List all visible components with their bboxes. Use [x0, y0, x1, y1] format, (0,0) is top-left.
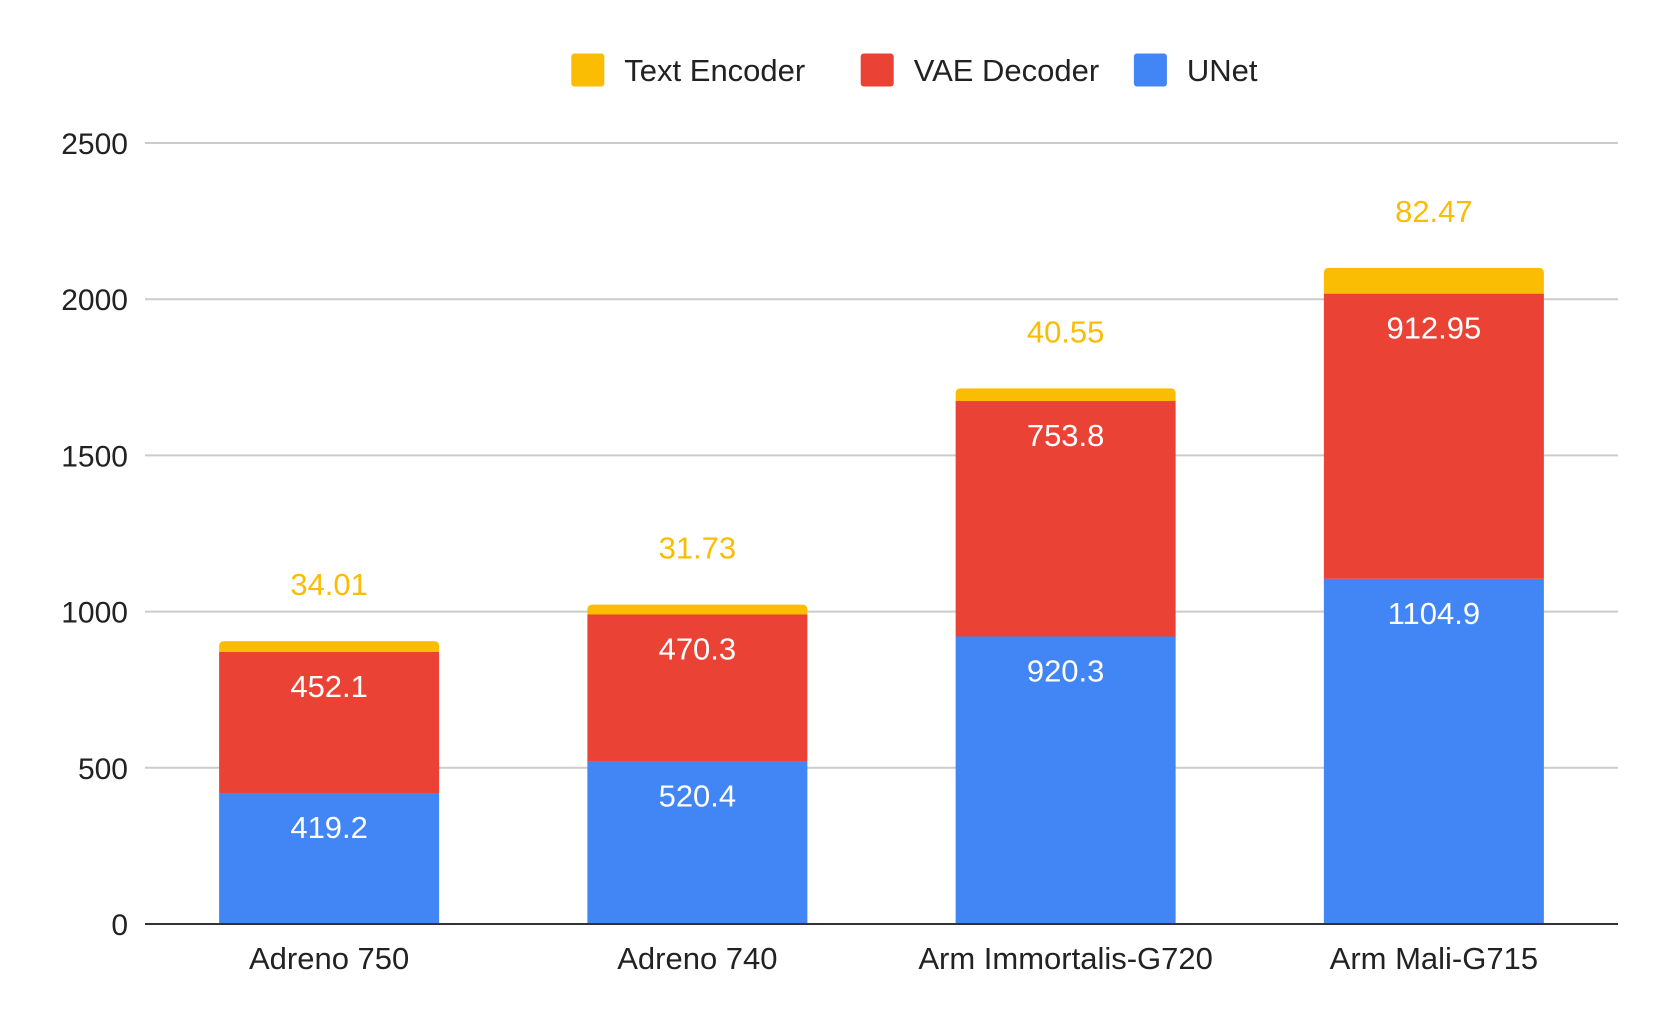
data-label: 920.3 — [1027, 653, 1105, 688]
legend-label: Text Encoder — [624, 53, 805, 88]
legend-item-text-encoder[interactable]: Text Encoder — [571, 53, 805, 88]
bar-segment-vae-decoder — [587, 614, 808, 762]
bar-segment-unet — [219, 793, 440, 924]
x-category-label: Arm Mali-G715 — [1330, 941, 1538, 976]
x-category-label: Arm Immortalis-G720 — [918, 941, 1213, 976]
bar-segment-unet — [955, 636, 1176, 924]
data-labels: 419.2 452.1 34.01 520.4 470.3 31.73 920.3 753.8… — [290, 194, 1481, 845]
y-tick-label: 500 — [78, 753, 128, 786]
bar-segment-vae-decoder — [955, 401, 1176, 637]
y-tick-label: 1000 — [61, 597, 128, 630]
data-label: 520.4 — [659, 778, 737, 813]
bar-segment-vae-decoder — [1323, 293, 1544, 579]
data-label: 31.73 — [659, 531, 737, 566]
y-tick-label: 2500 — [61, 128, 128, 161]
bars — [219, 267, 1544, 924]
legend-item-unet[interactable]: UNet — [1133, 53, 1258, 88]
y-tick-label: 0 — [111, 909, 128, 942]
data-label: 82.47 — [1395, 194, 1473, 229]
data-label: 912.95 — [1386, 311, 1481, 346]
legend-swatch — [1133, 53, 1167, 87]
data-label: 470.3 — [659, 632, 737, 667]
data-label: 34.01 — [290, 567, 368, 602]
legend-label: VAE Decoder — [914, 53, 1100, 88]
bar-segment-text-encoder — [1323, 267, 1544, 294]
legend-swatch — [860, 53, 894, 87]
bar-segment-vae-decoder — [219, 651, 440, 794]
data-label: 753.8 — [1027, 418, 1105, 453]
bar-segment-text-encoder — [587, 604, 808, 615]
y-tick-label: 2000 — [61, 284, 128, 317]
bar-segment-unet — [587, 761, 808, 924]
x-category-label: Adreno 750 — [249, 941, 409, 976]
bar-segment-unet — [1323, 578, 1544, 924]
legend[interactable]: Text Encoder VAE Decoder UNet — [571, 53, 1258, 88]
x-category-label: Adreno 740 — [617, 941, 777, 976]
bar-segment-text-encoder — [955, 388, 1176, 402]
legend-swatch — [571, 53, 605, 87]
data-label: 1104.9 — [1388, 596, 1481, 631]
legend-label: UNet — [1187, 53, 1258, 88]
bar-segment-text-encoder — [219, 641, 440, 652]
legend-item-vae-decoder[interactable]: VAE Decoder — [860, 53, 1100, 88]
data-label: 419.2 — [290, 810, 368, 845]
axes: 0 500 1000 1500 2000 2500 Adreno 750 Adreno 740… — [61, 128, 1618, 976]
data-label: 452.1 — [290, 669, 368, 704]
y-tick-label: 1500 — [61, 440, 128, 473]
data-label: 40.55 — [1027, 314, 1105, 349]
